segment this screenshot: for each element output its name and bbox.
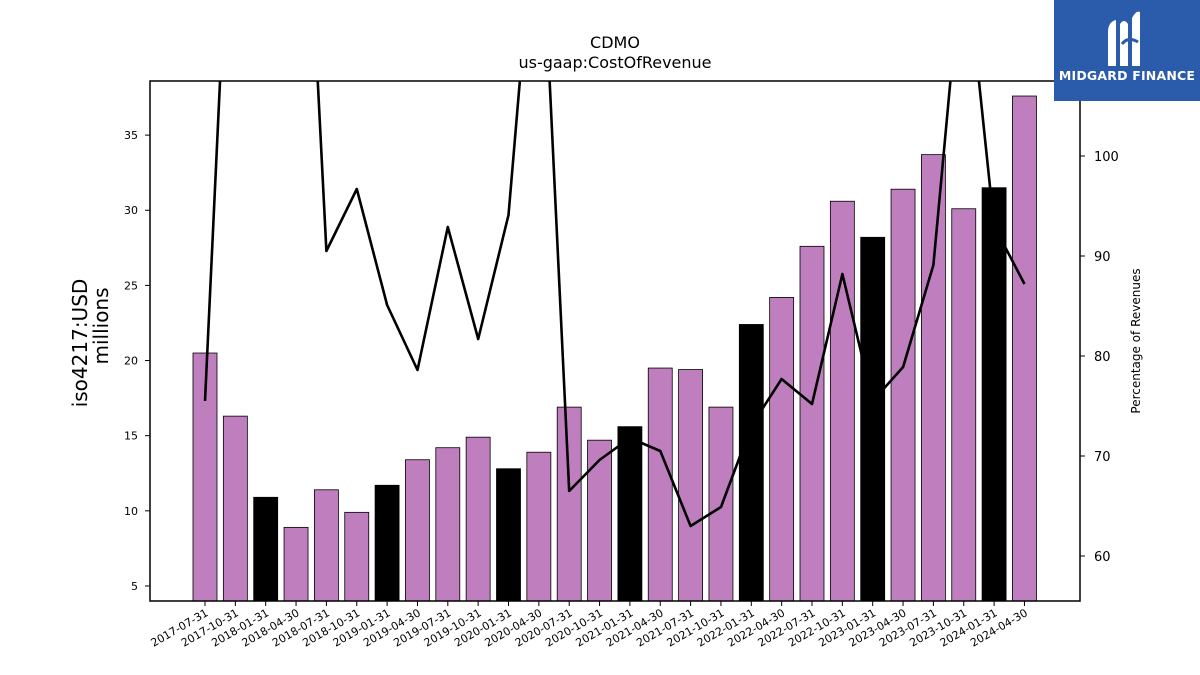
y2-axis-label: Percentage of Revenues: [1129, 268, 1143, 413]
bar-2020-10-31: [587, 439, 612, 602]
bar-2020-01-31: [496, 468, 521, 602]
bar-2019-07-31: [435, 447, 461, 602]
bar-2017-10-31: [222, 415, 248, 602]
bar-2022-01-31: [738, 324, 764, 602]
bar-2023-10-31: [951, 208, 977, 602]
bar-2021-04-30: [647, 367, 673, 602]
bar-2018-04-30: [283, 526, 309, 602]
bar-2019-04-30: [405, 459, 430, 602]
bar-2021-07-31: [678, 369, 703, 602]
y-tick-label: 5: [131, 580, 138, 593]
y2-tick-label: 90: [1094, 250, 1111, 265]
bar-2023-01-31: [860, 236, 886, 602]
y2-tick-label: 100: [1094, 150, 1119, 165]
y-tick-label: 35: [124, 129, 138, 142]
bar-2020-07-31: [556, 406, 582, 602]
bar-2021-01-31: [617, 426, 643, 602]
y-axis-label-line1: iso4217:USD: [68, 279, 92, 408]
bar-2023-04-30: [890, 188, 916, 602]
bar-2020-04-30: [526, 451, 552, 602]
bar-2023-07-31: [921, 154, 946, 602]
midgard-logo-mark-icon: [1108, 11, 1140, 67]
bar-2022-04-30: [769, 297, 795, 602]
bar-2018-07-31: [313, 489, 339, 602]
plot-frame: [149, 80, 1081, 602]
y-axis-label-line2: millions: [89, 287, 113, 364]
y-tick-label: 20: [124, 355, 138, 368]
y-tick-label: 15: [124, 430, 138, 443]
y2-tick-label: 80: [1094, 350, 1111, 365]
y-tick-label: 10: [124, 505, 138, 518]
midgard-finance-logo: MIDGARD FINANCE: [1054, 0, 1200, 101]
bar-2024-04-30: [1012, 95, 1037, 602]
bar-2022-10-31: [829, 200, 855, 602]
y-tick-label: 25: [124, 279, 138, 292]
logo-text: MIDGARD FINANCE: [1058, 68, 1196, 83]
bar-2018-01-31: [253, 496, 279, 602]
y-tick-label: 30: [124, 204, 138, 217]
bar-2019-10-31: [465, 436, 491, 602]
bar-2022-07-31: [799, 245, 825, 602]
percentage-line: [203, 81, 1026, 528]
y2-tick-label: 70: [1094, 450, 1111, 465]
chart-subtitle: us-gaap:CostOfRevenue: [518, 53, 711, 72]
bar-2024-01-31: [981, 187, 1007, 602]
bar-2018-10-31: [344, 511, 370, 602]
chart-title: CDMO: [590, 33, 640, 52]
bar-2019-01-31: [374, 484, 400, 602]
y2-tick-label: 60: [1094, 550, 1111, 565]
